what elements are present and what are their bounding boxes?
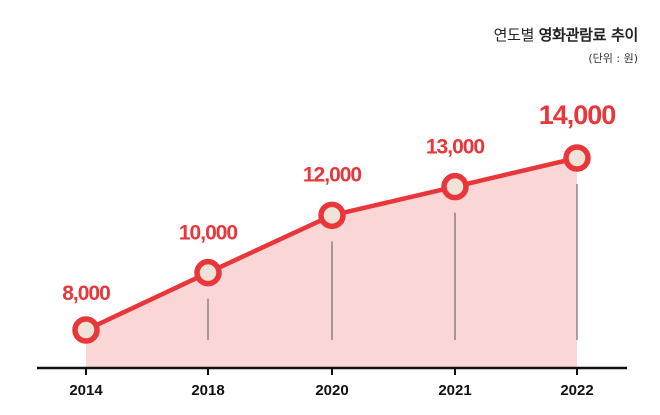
tick-label-2020: 2020 [315,382,348,399]
tick-label-2021: 2021 [438,382,471,399]
drop-lines-layer [207,184,578,340]
value-label-2022: 14,000 [539,100,616,130]
x-axis [37,366,627,375]
unit-note: (단위 : 원) [588,52,638,65]
value-label-2014: 8,000 [62,282,110,305]
tick-label-2022: 2022 [560,382,593,399]
chart-title-block: 연도별 영화관람료 추이 (단위 : 원) [493,24,639,66]
data-point-2018 [194,258,222,287]
tick-label-2014: 2014 [69,382,103,399]
data-point-2021 [441,172,469,201]
data-point-2020 [318,201,346,230]
data-point-2022 [563,144,591,172]
value-label-2021: 13,000 [426,136,485,159]
chart-title: 연도별 영화관람료 추이 [493,24,639,45]
chart-title-prefix: 연도별 [493,26,535,44]
data-point-2014 [72,316,100,344]
value-label-2018: 10,000 [179,222,238,245]
value-labels-layer: 8,000 10,000 12,000 13,000 14,000 [62,100,616,305]
chart-title-main: 영화관람료 추이 [538,26,639,44]
markers-layer [72,144,591,344]
tick-labels-layer: 2014 2018 2020 2021 2022 [69,382,593,399]
value-label-2020: 12,000 [303,163,362,186]
tick-label-2018: 2018 [191,382,224,399]
